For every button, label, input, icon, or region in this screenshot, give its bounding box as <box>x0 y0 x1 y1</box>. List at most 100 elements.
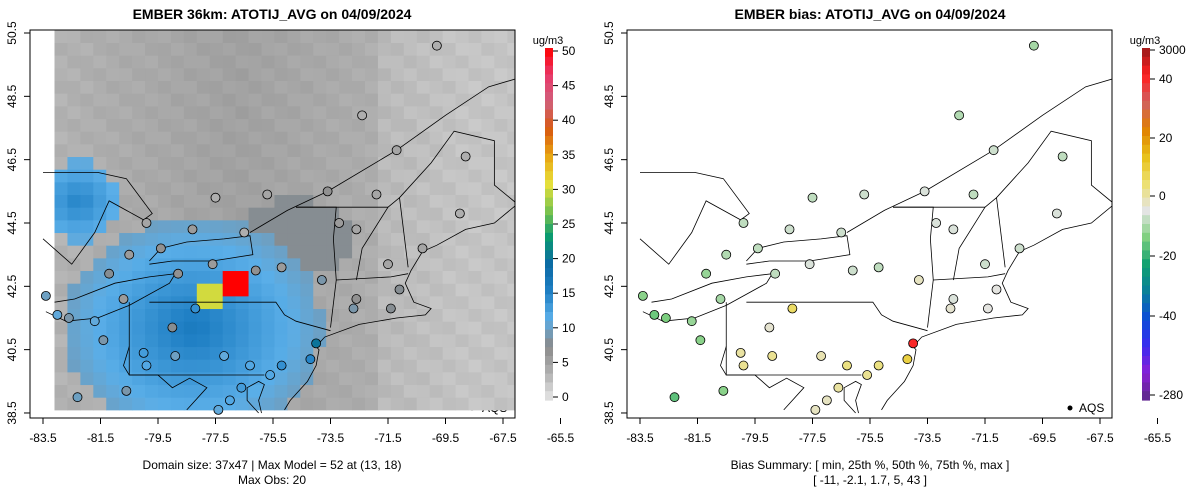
model-grid-cell <box>390 156 405 170</box>
model-grid-cell <box>106 181 120 196</box>
model-grid-cell <box>377 207 392 221</box>
model-grid-cell <box>481 181 495 196</box>
model-grid-cell <box>377 143 392 158</box>
model-grid-cell <box>145 270 159 284</box>
model-grid-cell <box>54 321 68 335</box>
colorbar-segment <box>545 303 553 313</box>
model-grid-cell <box>196 67 211 82</box>
model-grid-cell <box>481 283 495 297</box>
station-point <box>804 259 815 270</box>
model-grid-cell <box>481 55 495 69</box>
model-grid-cell <box>54 295 68 310</box>
model-grid-cell <box>313 156 327 170</box>
model-grid-cell <box>287 257 301 272</box>
model-grid-cell <box>261 333 275 348</box>
model-grid-cell <box>222 321 237 335</box>
model-grid-cell <box>468 283 482 297</box>
model-grid-cell <box>403 181 418 196</box>
model-grid-cell <box>261 359 275 373</box>
model-grid-cell <box>132 207 146 221</box>
model-grid-cell <box>365 169 379 183</box>
model-grid-cell <box>339 257 353 272</box>
model-grid-cell <box>80 143 94 158</box>
model-grid-cell <box>235 333 250 348</box>
model-grid-cell <box>403 257 418 272</box>
model-grid-cell <box>287 169 301 183</box>
model-grid-cell <box>274 67 288 82</box>
model-grid-cell <box>80 321 94 335</box>
station-point <box>224 395 235 406</box>
model-grid-cell <box>481 42 495 56</box>
model-grid-cell <box>222 181 237 196</box>
model-grid-cell <box>313 397 327 411</box>
model-grid-cell <box>365 207 379 221</box>
model-grid-cell <box>67 67 81 82</box>
model-grid-cell <box>67 321 81 335</box>
model-grid-cell <box>390 30 405 44</box>
model-grid-cell <box>80 257 94 272</box>
x-tick-label: -77.5 <box>799 431 827 445</box>
model-grid-cell <box>274 232 288 246</box>
y-tick-label: 38.5 <box>602 401 616 425</box>
station-point <box>121 385 132 396</box>
model-grid-cell <box>196 194 211 208</box>
y-tick-label: 38.5 <box>5 401 19 425</box>
model-grid-cell <box>339 359 353 373</box>
model-grid-cell <box>403 131 418 145</box>
station-point <box>210 192 221 203</box>
model-grid-cell <box>274 321 288 335</box>
model-grid-cell <box>93 30 107 44</box>
model-grid-cell <box>390 80 405 94</box>
model-grid-cell <box>54 93 68 107</box>
model-grid-cell <box>235 80 250 94</box>
model-grid-cell <box>93 283 107 297</box>
model-grid-cell <box>494 257 508 272</box>
model-grid-cell <box>106 67 120 82</box>
station-point <box>752 243 763 254</box>
model-grid-cell <box>352 156 366 170</box>
left-colorbar-unit: ug/m3 <box>533 35 564 47</box>
model-grid-cell <box>481 219 495 234</box>
model-grid-cell <box>287 67 301 82</box>
model-grid-cell <box>119 42 133 56</box>
model-grid-cell <box>352 245 366 259</box>
model-grid-cell <box>183 333 198 348</box>
model-grid-cell <box>390 42 405 56</box>
model-grid-cell <box>54 194 68 208</box>
colorbar-segment <box>1142 303 1150 313</box>
model-grid-cell <box>248 80 262 94</box>
model-grid-cell <box>274 105 288 120</box>
model-grid-cell <box>468 55 482 69</box>
boundary-line <box>996 130 1112 268</box>
model-grid-cell <box>158 93 172 107</box>
model-grid-cell <box>339 118 353 132</box>
model-grid-cell <box>442 143 457 158</box>
model-grid-cell <box>145 131 159 145</box>
model-grid-cell <box>170 245 185 259</box>
model-grid-cell <box>106 333 120 348</box>
model-grid-cell <box>54 397 68 411</box>
model-grid-cell <box>54 371 68 386</box>
model-grid-cell <box>132 55 146 69</box>
colorbar-segment <box>1142 83 1150 93</box>
model-grid-cell <box>183 359 198 373</box>
model-grid-cell <box>274 55 288 69</box>
model-grid-cell <box>481 207 495 221</box>
model-grid-cell <box>365 30 379 44</box>
model-grid-cell <box>145 30 159 44</box>
model-grid-cell <box>132 245 146 259</box>
model-grid-cell <box>261 270 275 284</box>
station-point <box>311 338 322 349</box>
model-grid-cell <box>248 169 262 183</box>
colorbar-tick-label: -280 <box>1159 388 1183 402</box>
model-grid-cell <box>507 118 515 132</box>
model-grid-cell <box>429 93 444 107</box>
model-grid-cell <box>494 346 508 360</box>
model-grid-cell <box>248 143 262 158</box>
colorbar-tick-label: 5 <box>562 355 569 369</box>
model-grid-cell <box>416 194 431 208</box>
model-grid-cell <box>520 220 533 233</box>
model-grid-cell <box>248 67 262 82</box>
model-grid-cell <box>326 397 340 411</box>
